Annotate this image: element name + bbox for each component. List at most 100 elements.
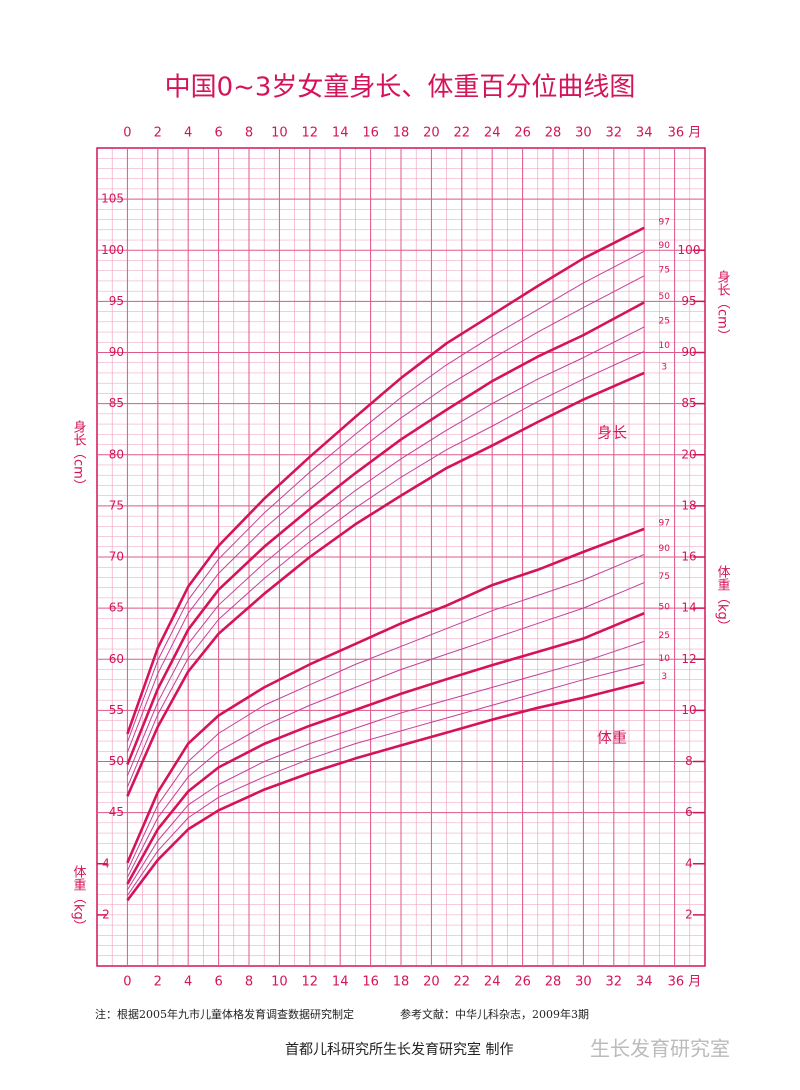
y-tick-label: 45 [109,805,124,819]
percentile-line [126,351,645,788]
percentile-line [126,553,645,871]
percentile-line [126,680,645,902]
series-label: 90 [658,241,670,251]
percentile-line [126,640,645,891]
x-tick-label-bottom: 28 [545,975,562,990]
percentile-line [126,250,645,743]
series-label: 3 [661,672,667,682]
y2-tick-label: 10 [681,703,696,717]
series-label: 75 [658,265,669,275]
y-tick-label: 90 [109,345,124,359]
x-tick-label-bottom: 26 [514,975,531,990]
x-tick-label: 36 月 [668,126,702,141]
x-tick-label-bottom: 8 [245,975,253,990]
x-tick-label: 28 [545,126,562,141]
x-tick-label: 32 [606,126,623,141]
y-tick-label: 50 [109,754,124,768]
y2-tick-label: 6 [685,805,693,819]
x-tick-label-bottom: 24 [484,975,501,990]
y-tick-label: 80 [109,447,124,461]
y-tick-label: 105 [101,192,124,206]
y2-axis-label-left: 体重（kg） [71,865,87,933]
percentile-line [126,275,645,753]
x-tick-label-bottom: 2 [154,975,162,990]
x-tick-label-bottom: 32 [606,975,623,990]
y2-tick-label: 12 [681,652,696,666]
series-label: 10 [658,654,670,664]
series-label: 50 [658,603,670,613]
y-tick-label-right: 90 [681,345,696,359]
x-tick-label-bottom: 14 [332,975,349,990]
x-tick-label-bottom: 16 [362,975,379,990]
x-tick-label: 2 [154,126,162,141]
y-axis-label-right: 身长（cm） [715,269,731,341]
x-tick-label: 0 [123,126,131,141]
series-label: 75 [658,572,669,582]
x-tick-label: 14 [332,126,349,141]
y-tick-label: 75 [109,498,124,512]
y-tick-label: 65 [109,601,124,615]
y-tick-label: 100 [101,243,124,257]
y-tick-label-right: 100 [678,243,701,257]
series-label: 90 [658,544,670,554]
x-tick-label-bottom: 34 [636,975,653,990]
x-tick-label: 22 [454,126,471,141]
x-tick-label: 30 [575,126,592,141]
x-tick-label: 4 [184,126,192,141]
y2-tick-label: 2 [685,907,693,921]
y-tick-label-right: 95 [681,294,696,308]
y-tick-label: 85 [109,396,124,410]
x-tick-label: 8 [245,126,253,141]
percentile-line [126,226,645,735]
annotation: 身长 [597,424,627,442]
x-tick-label: 20 [423,126,440,141]
x-tick-label-bottom: 4 [184,975,192,990]
x-tick-label-bottom: 20 [423,975,440,990]
y-tick-label: 70 [109,550,124,564]
x-tick-label-bottom: 6 [214,975,222,990]
y2-tick-label: 16 [681,550,696,564]
x-tick-label: 24 [484,126,501,141]
x-tick-label: 16 [362,126,379,141]
y2-tick-label-left: 2 [102,907,110,921]
reference: 参考文献：中华儿科杂志，2009年3期 [400,1007,589,1021]
x-tick-label: 18 [393,126,410,141]
footnote: 注：根据2005年九市儿童体格发育调查数据研究制定 [95,1007,354,1021]
x-tick-label-bottom: 36 月 [668,975,702,990]
percentile-line [126,301,645,766]
x-tick-label: 34 [636,126,653,141]
y-tick-label: 60 [109,652,124,666]
percentile-line [126,527,645,864]
y2-tick-label: 8 [685,754,693,768]
percentile-line [126,663,645,896]
x-tick-label-bottom: 0 [123,975,131,990]
x-tick-label: 26 [514,126,531,141]
y-tick-label: 95 [109,294,124,308]
x-tick-label: 10 [271,126,288,141]
series-label: 25 [658,316,669,326]
x-tick-label-bottom: 12 [302,975,319,990]
y2-tick-label: 4 [685,856,693,870]
percentile-line [126,612,645,885]
x-tick-label-bottom: 18 [393,975,410,990]
y2-axis-label: 体重（kg） [715,565,731,633]
percentile-line [126,371,645,797]
y-tick-label: 55 [109,703,124,717]
chart-title: 中国0~3岁女童身长、体重百分位曲线图 [165,73,636,103]
series-label: 25 [658,631,669,641]
x-tick-label: 6 [214,126,222,141]
credit: 首都儿科研究所生长发育研究室 制作 [285,1041,513,1058]
series-label: 10 [658,341,670,351]
y2-tick-label-left: 4 [102,856,110,870]
y2-tick-label: 14 [681,601,696,615]
y2-tick-label: 18 [681,498,696,512]
series-label: 50 [658,292,670,302]
x-tick-label-bottom: 30 [575,975,592,990]
series-label: 3 [661,362,667,372]
watermark: 生长发育研究室 [590,1037,730,1061]
annotation: 体重 [597,729,627,747]
x-tick-label: 12 [302,126,319,141]
y-tick-label-right: 85 [681,396,696,410]
